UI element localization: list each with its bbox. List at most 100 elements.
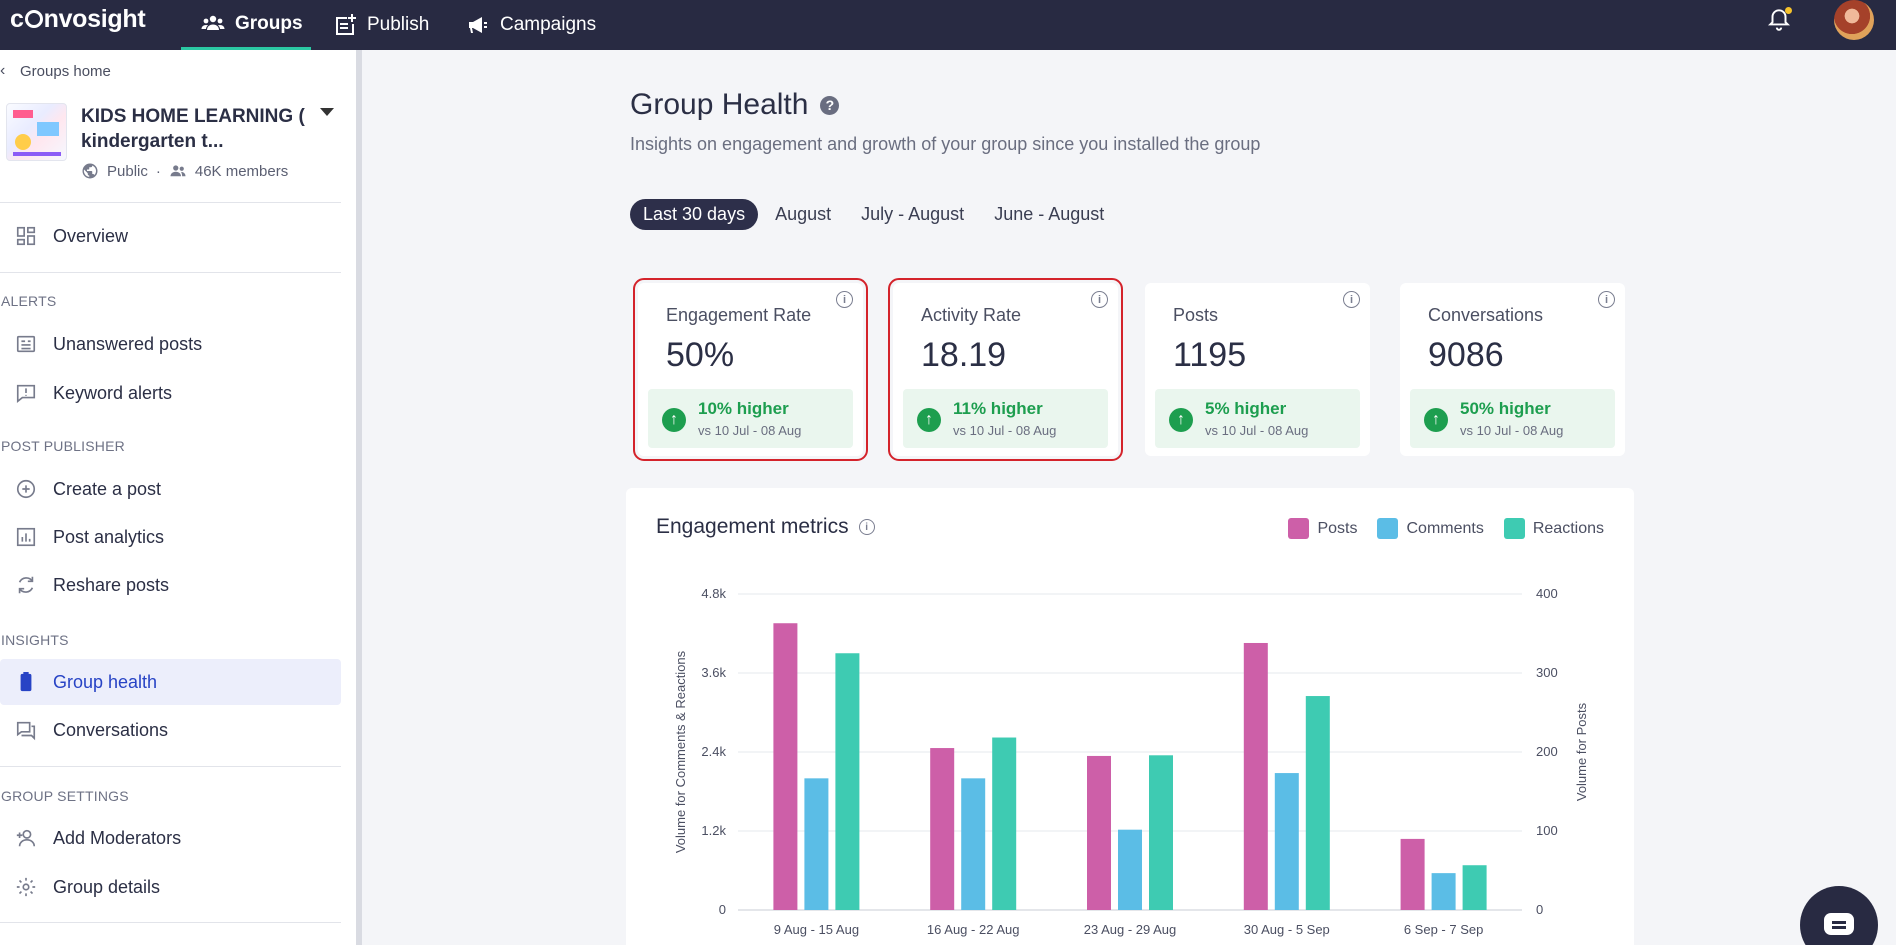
gear-icon	[16, 877, 36, 897]
groups-home-link[interactable]: ‹ Groups home	[0, 62, 111, 80]
sidebar-item-group-health[interactable]: Group health	[0, 659, 341, 705]
legend-item-posts[interactable]: Posts	[1288, 518, 1357, 539]
nav-campaigns-tab[interactable]: Campaigns	[466, 0, 596, 50]
arrow-up-icon: ↑	[1424, 408, 1448, 432]
y-axis-label-right: Volume for Posts	[1574, 702, 1589, 801]
metric-card-conversations: i Conversations 9086 ↑ 50% higher vs 10 …	[1400, 283, 1625, 456]
metric-compare-period: vs 10 Jul - 08 Aug	[698, 423, 802, 438]
bar-comments	[804, 778, 829, 910]
legend-item-comments[interactable]: Comments	[1377, 518, 1484, 539]
bar-comments	[1274, 773, 1299, 910]
x-tick-label: 23 Aug - 29 Aug	[1084, 922, 1177, 937]
bar-posts	[1400, 838, 1425, 910]
refresh-icon	[18, 576, 34, 594]
metric-title: Posts	[1173, 305, 1219, 325]
x-tick-label: 16 Aug - 22 Aug	[927, 922, 1020, 937]
arrow-up-icon: ↑	[917, 408, 941, 432]
sidebar-item-keyword-alerts[interactable]: Keyword alerts	[0, 370, 341, 416]
members-icon	[170, 165, 186, 177]
group-members: 46K members	[194, 162, 289, 180]
bar-reactions	[835, 653, 860, 910]
sidebar-item-label: Group details	[53, 876, 161, 897]
nav-publish-tab[interactable]: Publish	[333, 0, 429, 50]
range-august[interactable]: August	[775, 204, 832, 224]
range-last-30-days[interactable]: Last 30 days	[630, 199, 759, 230]
info-icon[interactable]: i	[1598, 291, 1615, 308]
sidebar-item-post-analytics[interactable]: Post analytics	[0, 514, 341, 560]
chart-title-text: Engagement metrics	[656, 515, 849, 538]
range-july-august[interactable]: July - August	[861, 204, 965, 224]
arrow-up-icon: ↑	[662, 408, 686, 432]
info-icon[interactable]: i	[1091, 291, 1108, 308]
info-icon[interactable]: i	[858, 519, 875, 535]
chart-legend: Posts Comments Reactions	[1288, 518, 1604, 539]
metric-title: Conversations	[1428, 305, 1544, 325]
y-tick-left: 1.2k	[701, 823, 726, 838]
y-tick-right: 0	[1536, 902, 1543, 917]
metric-compare-period: vs 10 Jul - 08 Aug	[1460, 423, 1564, 438]
bar-posts	[1243, 642, 1268, 910]
groups-home-label: Groups home	[20, 62, 111, 80]
metric-delta: ↑ 10% higher vs 10 Jul - 08 Aug	[648, 389, 853, 448]
section-label-alerts: ALERTS	[1, 293, 57, 309]
bar-comments	[961, 778, 986, 910]
chart-title: Engagement metrics i	[656, 515, 875, 539]
arrow-up-icon: ↑	[1169, 408, 1193, 432]
metric-delta: ↑ 11% higher vs 10 Jul - 08 Aug	[903, 389, 1108, 448]
metric-delta-text: 5% higher	[1205, 399, 1287, 418]
sidebar	[0, 50, 356, 945]
group-switcher-caret-icon[interactable]	[320, 108, 334, 116]
notifications-button[interactable]	[1766, 6, 1792, 32]
x-tick-label: 9 Aug - 15 Aug	[774, 922, 859, 937]
alert-message-icon	[16, 384, 36, 403]
legend-item-reactions[interactable]: Reactions	[1503, 518, 1604, 539]
sidebar-item-unanswered-posts[interactable]: Unanswered posts	[0, 321, 341, 367]
sidebar-item-label: Reshare posts	[53, 574, 170, 595]
publish-icon	[336, 14, 356, 35]
legend-swatch	[1503, 518, 1525, 539]
dashboard-icon	[16, 226, 36, 246]
user-avatar[interactable]	[1834, 0, 1874, 40]
info-icon[interactable]: i	[1343, 291, 1360, 308]
convosight-logo[interactable]: c nvosight	[10, 5, 146, 33]
nav-groups-tab[interactable]: Groups	[181, 0, 311, 50]
chevron-left-icon: ‹	[0, 62, 6, 79]
bar-reactions	[1305, 696, 1330, 910]
page-subtitle: Insights on engagement and growth of you…	[630, 134, 1261, 154]
sidebar-scrollbar[interactable]	[356, 50, 362, 945]
sidebar-item-reshare-posts[interactable]: Reshare posts	[0, 562, 341, 608]
sidebar-item-label: Post analytics	[53, 526, 165, 547]
legend-swatch	[1377, 518, 1399, 539]
y-tick-right: 200	[1536, 744, 1558, 759]
help-icon[interactable]: ?	[820, 95, 840, 115]
group-name: KIDS HOME LEARNING ( kindergarten t...	[81, 106, 305, 152]
page-title-text: Group Health	[630, 88, 809, 121]
metric-card-posts: i Posts 1195 ↑ 5% higher vs 10 Jul - 08 …	[1145, 283, 1370, 456]
bar-posts	[1087, 755, 1111, 910]
sidebar-item-create-post[interactable]: Create a post	[0, 466, 341, 512]
legend-swatch	[1288, 518, 1310, 539]
sidebar-item-conversations[interactable]: Conversations	[0, 707, 341, 753]
y-tick-right: 300	[1536, 665, 1558, 680]
group-thumbnail	[6, 103, 67, 161]
support-chat-button[interactable]	[1800, 886, 1878, 945]
sidebar-item-add-moderators[interactable]: Add Moderators	[0, 815, 341, 861]
y-tick-left: 4.8k	[701, 586, 726, 601]
info-icon[interactable]: i	[836, 291, 853, 308]
chat-icon	[16, 721, 36, 741]
group-meta: Public · 46K members	[81, 162, 288, 180]
top-navigation-bar: c nvosight Groups Publish Campaigns	[0, 0, 1896, 50]
group-icon	[201, 15, 225, 30]
engagement-bar-chart: 0 0 1.2k 100 2.4k 200 3.6k 300 4.8k 400 Volume for…	[673, 586, 1589, 937]
list-icon	[16, 335, 36, 353]
metric-compare-period: vs 10 Jul - 08 Aug	[953, 423, 1057, 438]
nav-publish-label: Publish	[367, 14, 430, 35]
metric-card-activity-rate: i Activity Rate 18.19 ↑ 11% higher vs 10…	[888, 278, 1123, 461]
bar-posts	[773, 623, 798, 910]
metric-delta-text: 50% higher	[1460, 399, 1551, 418]
sidebar-item-overview[interactable]: Overview	[0, 213, 341, 259]
range-june-august[interactable]: June - August	[994, 204, 1105, 224]
section-label-group-settings: GROUP SETTINGS	[1, 788, 129, 804]
sidebar-item-group-details[interactable]: Group details	[0, 864, 341, 910]
x-tick-label: 30 Aug - 5 Sep	[1244, 922, 1330, 937]
